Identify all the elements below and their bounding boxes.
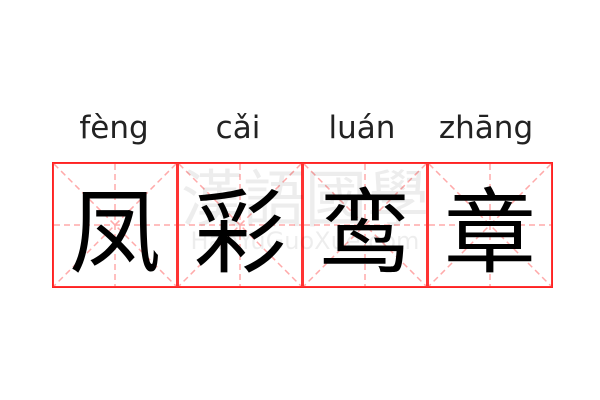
pinyin: fèng xyxy=(79,110,149,146)
guide-lines xyxy=(304,164,426,286)
guide-line xyxy=(179,164,301,286)
guide-lines xyxy=(429,164,551,286)
character-cell: 章 xyxy=(427,163,552,287)
character-grid: 凤 彩 鸾 章 xyxy=(52,162,553,288)
pinyin: cǎi xyxy=(215,110,261,146)
character: 鸾 xyxy=(318,179,411,287)
character-cell: 鸾 xyxy=(302,163,427,287)
guide-lines xyxy=(54,164,176,286)
character: 彩 xyxy=(193,179,286,287)
guide-line xyxy=(179,164,301,286)
guide-lines xyxy=(179,164,301,286)
guide-line xyxy=(429,164,551,286)
pinyin: luán xyxy=(328,110,396,146)
guide-line xyxy=(54,164,176,286)
character-cell: 彩 xyxy=(177,163,302,287)
guide-line xyxy=(54,164,176,286)
guide-line xyxy=(429,164,551,286)
character: 凤 xyxy=(68,179,161,287)
character: 章 xyxy=(443,179,536,287)
pinyin-row: fèng cǎi luán zhāng xyxy=(52,108,548,148)
guide-line xyxy=(304,164,426,286)
pinyin: zhāng xyxy=(438,110,534,146)
character-cell: 凤 xyxy=(53,163,177,287)
guide-line xyxy=(304,164,426,286)
